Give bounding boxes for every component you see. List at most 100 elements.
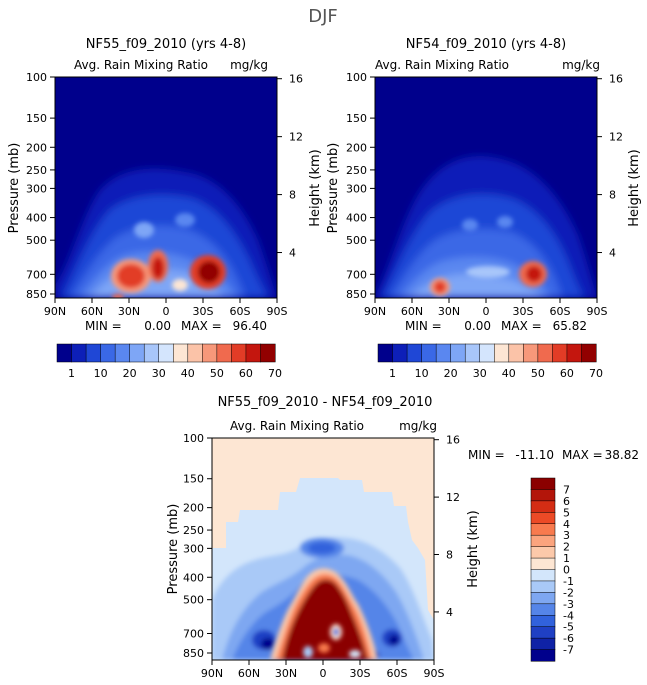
colorbar-label: 70: [268, 367, 282, 380]
colorbar-swatch: [530, 626, 556, 639]
max-label: MAX =: [562, 448, 603, 462]
contour-field: [212, 438, 434, 660]
x-tick-label: 30N: [438, 305, 460, 318]
y-tick-label: 250: [26, 164, 47, 177]
colorbar-swatch: [450, 343, 466, 363]
y-tick-label: 150: [346, 112, 367, 125]
panel-subtitle: Avg. Rain Mixing Ratio: [230, 419, 364, 433]
colorbar-swatch: [537, 343, 553, 363]
colorbar-label: 1: [389, 367, 396, 380]
x-tick-label: 30N: [275, 667, 297, 680]
y-tick-label: 150: [26, 112, 47, 125]
colorbar-label: 4: [563, 518, 570, 531]
y-tick-label: 850: [26, 288, 47, 301]
y2-tick-label: 12: [289, 131, 303, 144]
x-tick-label: 90N: [44, 305, 66, 318]
x-tick-label: 0: [320, 667, 327, 680]
colorbar-swatch: [530, 489, 556, 502]
axes: 100 150 200 250 300 400 500 700 850 90N 60N 30N 0 30S…: [26, 71, 303, 318]
min-value: 0.00: [464, 319, 491, 333]
panel-nf55: NF55_f09_2010 (yrs 4-8) Avg. Rain Mixing…: [7, 37, 323, 380]
colorbar-swatch: [530, 649, 556, 662]
colorbar-swatch: [85, 343, 102, 363]
y-tick-label: 250: [183, 524, 204, 537]
y-tick-label: 400: [183, 571, 204, 584]
min-label: MIN =: [405, 319, 442, 333]
colorbar-swatch: [187, 343, 203, 363]
colorbar-swatch: [530, 546, 556, 559]
colorbar-swatch: [100, 343, 116, 363]
colorbar: 1 10 20 30 40 50 60 70: [377, 343, 603, 380]
y-tick-label: 300: [346, 182, 367, 195]
colorbar-swatch: [377, 343, 394, 363]
colorbar-label: 50: [531, 367, 545, 380]
y-axis-label: Pressure (mb): [326, 143, 341, 234]
colorbar-swatch: [530, 603, 556, 616]
colorbar-swatch: [523, 343, 539, 363]
x-tick-label: 30S: [193, 305, 214, 318]
y2-axis-label: Height (km): [627, 149, 642, 226]
colorbar-swatch: [530, 580, 556, 593]
y-axis-label: Pressure (mb): [166, 504, 181, 595]
colorbar-label: -3: [563, 598, 574, 611]
x-tick-label: 30S: [513, 305, 534, 318]
min-value: 0.00: [144, 319, 171, 333]
colorbar-label: -7: [563, 644, 574, 657]
colorbar-swatch: [530, 523, 556, 536]
panel-subtitle: Avg. Rain Mixing Ratio: [375, 58, 509, 72]
units-label: mg/kg: [399, 419, 437, 433]
y-tick-label: 500: [26, 234, 47, 247]
colorbar-swatch: [143, 343, 160, 363]
y-tick-label: 300: [183, 542, 204, 555]
colorbar: 1 10 20 30 40 50 60 70: [56, 343, 282, 380]
panel-title: NF54_f09_2010 (yrs 4-8): [406, 37, 566, 52]
colorbar-label: -4: [563, 609, 574, 622]
y2-tick-label: 4: [289, 247, 296, 260]
colorbar-swatch: [530, 500, 556, 513]
x-tick-label: 90S: [587, 305, 608, 318]
y-tick-label: 500: [183, 594, 204, 607]
x-tick-label: 60N: [238, 667, 260, 680]
colorbar-label: -2: [563, 586, 574, 599]
colorbar-swatch: [530, 557, 556, 571]
colorbar-swatch: [530, 534, 556, 548]
y-tick-label: 200: [183, 502, 204, 515]
y-axis-label: Pressure (mb): [7, 143, 22, 234]
y-tick-label: 400: [346, 212, 367, 225]
colorbar-swatch: [530, 569, 556, 582]
colorbar-label: 20: [444, 367, 458, 380]
colorbar-label: 70: [589, 367, 603, 380]
y-tick-label: 100: [346, 71, 367, 84]
y2-tick-label: 16: [446, 434, 460, 447]
units-label: mg/kg: [230, 58, 268, 72]
y2-axis-label: Height (km): [466, 510, 481, 587]
max-label: MAX =: [181, 319, 222, 333]
season-title: DJF: [308, 6, 338, 27]
y-tick-label: 300: [26, 182, 47, 195]
colorbar-swatch: [173, 343, 189, 363]
colorbar-swatch: [392, 343, 408, 363]
panel-title: NF55_f09_2010 - NF54_f09_2010: [218, 395, 433, 410]
y-tick-label: 200: [26, 141, 47, 154]
panel-difference: NF55_f09_2010 - NF54_f09_2010 Avg. Rain …: [166, 395, 639, 680]
y2-tick-label: 16: [289, 73, 303, 86]
colorbar-swatch: [114, 343, 131, 363]
y-tick-label: 250: [346, 164, 367, 177]
colorbar-label: 50: [210, 367, 224, 380]
y-tick-label: 100: [183, 432, 204, 445]
colorbar-swatch: [464, 343, 481, 363]
y-tick-label: 850: [346, 288, 367, 301]
y-tick-label: 400: [26, 212, 47, 225]
colorbar-swatch: [435, 343, 452, 363]
colorbar-label: 30: [473, 367, 487, 380]
y-tick-label: 700: [26, 268, 47, 281]
colorbar-swatch: [530, 615, 556, 628]
colorbar-swatch: [216, 343, 232, 363]
y-tick-label: 100: [26, 71, 47, 84]
colorbar-label: 60: [560, 367, 574, 380]
y2-tick-label: 4: [446, 606, 453, 619]
colorbar-swatch: [530, 637, 556, 651]
colorbar-label: 1: [563, 552, 570, 565]
